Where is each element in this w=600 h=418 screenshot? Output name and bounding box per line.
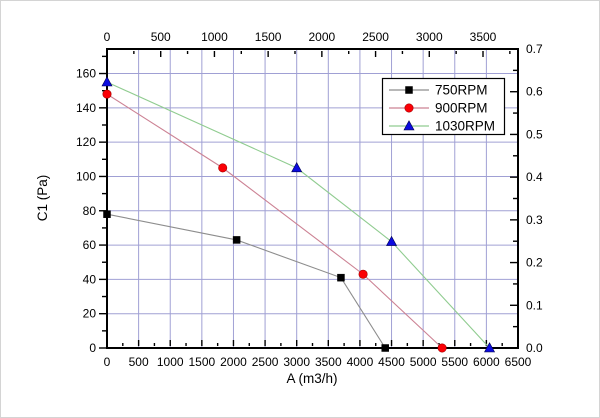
y-left-tick-label: 120 [76,135,96,149]
data-point-1030RPM [386,235,398,246]
series-1030RPM [101,76,496,353]
legend-box [381,77,506,136]
x-bottom-tick-label: 2500 [252,355,279,369]
series-line-750RPM [106,213,386,349]
y-left-tick-label: 100 [76,169,96,183]
x-top-tick-label: 3500 [470,30,497,44]
data-point-750RPM [232,236,241,244]
y-axis-title: C1 (Pa) [35,175,50,222]
legend-marker-circle [404,103,414,113]
series-line-1030RPM [106,81,490,349]
data-point-750RPM [381,344,389,352]
data-point-900RPM [102,89,112,99]
y-right-tick-label: 0.1 [526,298,543,312]
series-900RPM [102,89,447,353]
y-left-tick-label: 80 [83,204,97,218]
data-point-1030RPM [484,342,496,353]
x-top-tick-label: 3000 [416,30,443,44]
x-bottom-tick-label: 1500 [188,355,215,369]
x-axis-title: A (m3/h) [286,371,337,386]
data-point-750RPM [337,273,345,282]
legend: 750RPM 900RPM 1030RPM [381,77,506,136]
x-bottom-tick-label: 5500 [441,355,468,369]
x-top-tick-label: 500 [151,30,171,44]
x-bottom-tick-label: 3500 [315,355,342,369]
y-right-tick-label: 0.0 [526,341,543,355]
y-right-tick-label: 0.2 [526,256,543,270]
data-point-750RPM [103,210,111,218]
x-bottom-tick-label: 4000 [347,355,374,369]
y-right-tick-label: 0.7 [526,42,543,56]
y-left-tick-label: 140 [76,101,96,115]
x-top-tick-label: 1500 [255,30,282,44]
x-bottom-tick-label: 6500 [505,355,532,369]
x-bottom-tick-label: 3000 [283,355,310,369]
y-right-tick-label: 0.6 [526,85,543,99]
x-top-tick-label: 2500 [362,30,389,44]
data-series [101,76,496,353]
y-left-tick-label: 20 [83,307,97,321]
y-right-tick-label: 0.4 [526,170,543,184]
x-bottom-tick-label: 2000 [220,355,247,369]
data-point-900RPM [358,269,368,279]
y-left-tick-label: 160 [76,67,96,81]
x-bottom-tick-label: 4500 [378,355,405,369]
data-point-900RPM [437,343,447,353]
series-750RPM [103,210,389,352]
legend-item-1030RPM: 1030RPM [389,119,495,134]
x-top-tick-label: 0 [104,30,111,44]
legend-label: 1030RPM [435,119,495,134]
legend-item-750RPM: 750RPM [389,83,488,98]
series-line-900RPM [106,93,443,349]
y-left-tick-label: 0 [89,341,96,355]
legend-item-900RPM: 900RPM [389,101,488,116]
x-bottom-tick-label: 500 [129,355,149,369]
plot-border [106,48,519,349]
x-bottom-tick-label: 6000 [473,355,500,369]
x-bottom-tick-label: 0 [104,355,111,369]
y-left-tick-label: 60 [83,238,97,252]
plot-frame [106,48,519,349]
data-point-900RPM [218,163,228,173]
x-bottom-tick-label: 1000 [157,355,184,369]
legend-marker-square [405,86,413,94]
legend-marker-triangle [403,120,415,131]
x-bottom-tick-label: 5000 [410,355,437,369]
legend-label: 750RPM [435,83,488,98]
x-top-tick-label: 2000 [309,30,336,44]
y-right-tick-label: 0.3 [526,213,543,227]
x-top-tick-label: 1000 [201,30,228,44]
y-left-tick-label: 40 [83,272,97,286]
y-right-tick-label: 0.5 [526,127,543,141]
data-point-1030RPM [101,76,113,87]
axis-ticks [99,48,519,349]
legend-label: 900RPM [435,101,488,116]
axis-tick-labels: 0 500 1000 1500 2000 2500 3000 3500 4000 4500 5000… [76,30,543,369]
data-point-1030RPM [291,162,303,173]
